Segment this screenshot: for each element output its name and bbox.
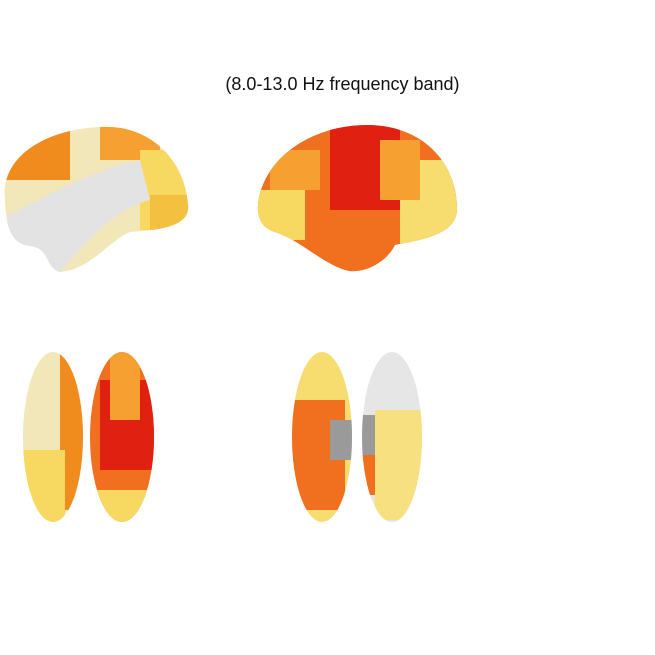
figure-title: (8.0-13.0 Hz frequency band) [225, 74, 460, 94]
view-a [23, 352, 83, 522]
left-lateral-view [4, 126, 189, 272]
right-lateral-view [257, 124, 458, 272]
view-b [90, 352, 154, 522]
view-d [362, 352, 422, 522]
view-c [292, 352, 352, 522]
